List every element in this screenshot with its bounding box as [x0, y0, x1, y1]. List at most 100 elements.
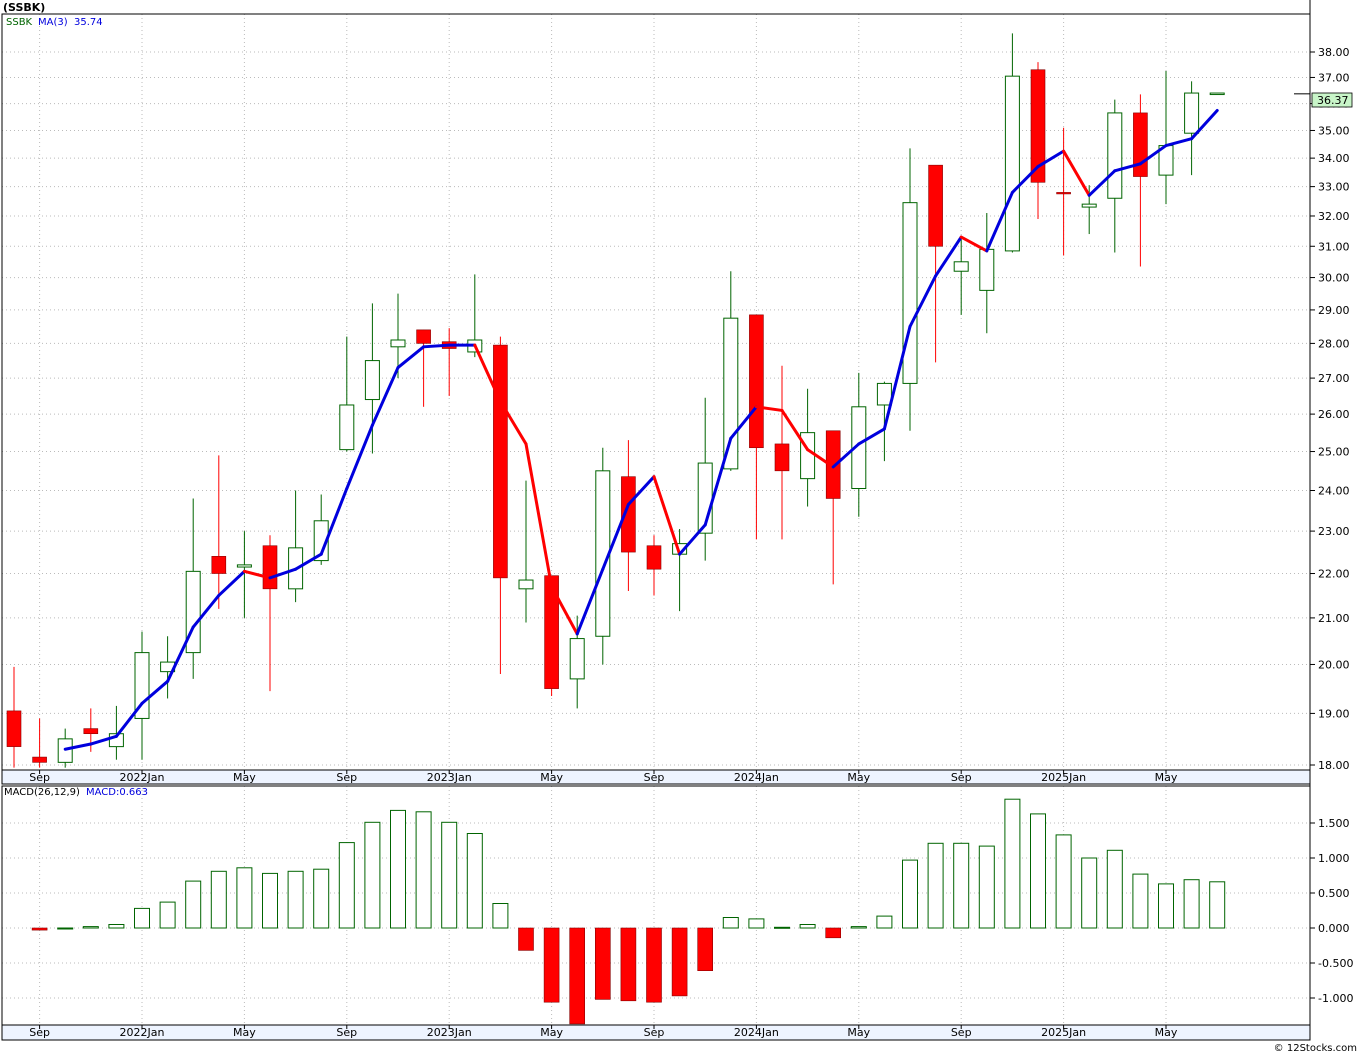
macd-bar-positive — [799, 924, 816, 929]
candle-body-down — [928, 164, 943, 247]
macd-bar-negative — [825, 927, 842, 939]
last-price-label: 36.37 — [1317, 94, 1349, 107]
candle-body-down — [32, 756, 47, 763]
ma-segment — [345, 423, 374, 491]
candle-body-down — [6, 710, 22, 747]
price-tick-label: 26.00 — [1318, 408, 1350, 421]
price-legend-ma-value: 35.74 — [74, 17, 103, 28]
time-tick-label: May — [540, 1026, 563, 1039]
macd-histogram — [31, 798, 1226, 1025]
macd-bar-positive — [313, 868, 330, 929]
candle-body-up — [953, 261, 969, 272]
ma-segment — [806, 448, 835, 469]
ma-segment — [140, 679, 170, 705]
macd-bar-negative — [646, 927, 662, 1003]
macd-bar-negative — [697, 927, 714, 972]
price-tick-label: 18.00 — [1318, 759, 1350, 772]
macd-bar-positive — [1055, 834, 1072, 929]
macd-bar-positive — [850, 926, 867, 929]
ma-segment — [703, 436, 733, 527]
ma-segment — [652, 475, 682, 556]
candlesticks — [6, 33, 1225, 768]
time-tick-label: May — [233, 1026, 256, 1039]
candle-body-up — [518, 579, 534, 590]
macd-bar-positive — [927, 842, 944, 929]
time-tick-label: Sep — [29, 1026, 50, 1039]
time-tick-label: May — [847, 771, 870, 784]
price-tick-label: 29.00 — [1318, 304, 1350, 317]
candle-body-up — [1209, 92, 1225, 96]
candle-body-up — [236, 564, 252, 568]
candle-body-up — [1004, 75, 1020, 252]
macd-bar-positive — [441, 821, 458, 929]
time-tick-label: 2024Jan — [734, 1026, 779, 1039]
ma-segment — [575, 567, 605, 636]
macd-bar-negative — [671, 927, 688, 997]
price-tick-label: 25.00 — [1318, 446, 1350, 459]
ma-segment — [908, 274, 938, 329]
time-tick-label: Sep — [336, 1026, 357, 1039]
price-legend-symbol: SSBK — [6, 17, 33, 28]
ma-segment — [678, 523, 707, 556]
ma-segment — [422, 343, 451, 349]
price-tick-label: 31.00 — [1318, 240, 1350, 253]
ma-segment — [882, 325, 912, 431]
candle-body-up — [851, 406, 867, 490]
macd-bar-positive — [134, 907, 150, 929]
candle-body-up — [1184, 92, 1200, 134]
macd-bar-positive — [210, 870, 227, 929]
candle-body-up — [390, 339, 406, 348]
candle-body-up — [339, 404, 355, 451]
price-tick-label: 23.00 — [1318, 525, 1350, 538]
price-tick-label: 21.00 — [1318, 612, 1350, 625]
ma-segment — [754, 405, 784, 412]
watermark: © 12Stocks.com — [1274, 1043, 1357, 1054]
macd-bar-positive — [748, 918, 765, 929]
candle-body-down — [83, 728, 99, 735]
candle-body-up — [979, 248, 995, 291]
ma-segment — [729, 405, 758, 440]
macd-bar-positive — [1132, 873, 1149, 929]
ma-segment — [831, 442, 861, 469]
ma-segment — [114, 701, 144, 738]
price-tick-label: 32.00 — [1318, 210, 1350, 223]
price-tick-label: 27.00 — [1318, 372, 1350, 385]
macd-legend-value: MACD:0.663 — [86, 787, 148, 798]
price-tick-label: 28.00 — [1318, 337, 1350, 350]
ma-segment — [89, 734, 118, 746]
macd-bar-negative — [543, 927, 560, 1003]
ma-segment — [396, 345, 426, 370]
candle-body-down — [646, 545, 662, 570]
macd-bar-negative — [31, 927, 48, 931]
candle-body-down — [749, 314, 764, 449]
ma-segment — [1087, 169, 1117, 197]
macd-bar-positive — [1209, 881, 1226, 929]
macd-bar-positive — [1183, 879, 1200, 929]
candle-body-down — [416, 329, 431, 344]
time-axes: Sep 2022Jan May Sep 2023Jan May Sep 2024Jan May S… — [1, 769, 1311, 1041]
candle-body-down — [493, 344, 508, 579]
macd-bar-positive — [415, 811, 432, 929]
macd-bar-negative — [620, 927, 637, 1002]
ma-segment — [1036, 149, 1066, 169]
candle-body-down — [544, 575, 559, 689]
time-tick-label: Sep — [29, 771, 50, 784]
candle-body-up — [569, 638, 585, 680]
time-tick-label: 2023Jan — [427, 1026, 472, 1039]
macd-bar-positive — [82, 926, 99, 929]
macd-bar-positive — [338, 842, 355, 929]
macd-bar-positive — [722, 917, 739, 929]
macd-bar-positive — [953, 842, 970, 929]
time-tick-label: 2024Jan — [734, 771, 779, 784]
time-tick-label: Sep — [644, 771, 665, 784]
price-tick-label: 33.00 — [1318, 181, 1350, 194]
macd-bar-positive — [108, 924, 125, 929]
price-tick-label: 19.00 — [1318, 707, 1350, 720]
ma-segment — [319, 487, 349, 556]
time-tick-label: 2025Jan — [1041, 771, 1086, 784]
candle-body-up — [1107, 112, 1123, 199]
macd-bar-positive — [1081, 857, 1098, 929]
time-tick-label: Sep — [644, 1026, 665, 1039]
macd-bar-positive — [902, 859, 918, 929]
